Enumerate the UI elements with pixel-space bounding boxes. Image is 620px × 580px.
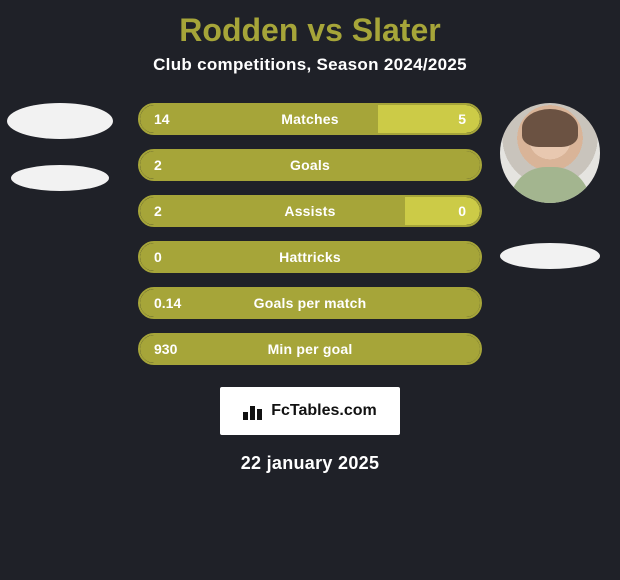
player-right-badge-placeholder — [500, 243, 600, 269]
source-badge: FcTables.com — [220, 387, 400, 435]
stat-value-left: 14 — [154, 111, 170, 127]
stat-value-left: 930 — [154, 341, 177, 357]
stat-bar: 930 Min per goal — [138, 333, 482, 365]
comparison-content: 14 Matches 5 2 Goals 2 Assists 0 0 Hattricks 0.14 G… — [0, 103, 620, 365]
stat-value-left: 2 — [154, 203, 162, 219]
stat-bar: 2 Assists 0 — [138, 195, 482, 227]
stat-value-right: 5 — [458, 111, 466, 127]
stat-label: Assists — [284, 203, 335, 219]
bar-chart-icon — [243, 402, 265, 420]
stat-bar-fill-left — [140, 197, 405, 225]
player-right-avatar — [500, 103, 600, 203]
stat-bar: 0 Hattricks — [138, 241, 482, 273]
stat-bar-fill-left — [140, 105, 378, 133]
footer-date: 22 january 2025 — [0, 453, 620, 474]
player-left-badge-placeholder — [11, 165, 109, 191]
stat-value-right: 0 — [458, 203, 466, 219]
stat-label: Min per goal — [268, 341, 353, 357]
stat-bar: 0.14 Goals per match — [138, 287, 482, 319]
stat-label: Matches — [281, 111, 338, 127]
page-subtitle: Club competitions, Season 2024/2025 — [0, 55, 620, 103]
stat-label: Goals — [290, 157, 330, 173]
player-right-column — [490, 103, 610, 269]
player-left-avatar-placeholder — [7, 103, 113, 139]
stat-bar: 2 Goals — [138, 149, 482, 181]
page-title: Rodden vs Slater — [0, 0, 620, 55]
stat-label: Hattricks — [279, 249, 341, 265]
stat-value-left: 0.14 — [154, 295, 181, 311]
stat-label: Goals per match — [254, 295, 367, 311]
stat-value-left: 2 — [154, 157, 162, 173]
stat-bar-fill-right — [405, 197, 480, 225]
stat-value-left: 0 — [154, 249, 162, 265]
stats-bars: 14 Matches 5 2 Goals 2 Assists 0 0 Hattricks 0.14 G… — [138, 103, 482, 365]
stat-bar: 14 Matches 5 — [138, 103, 482, 135]
source-badge-text: FcTables.com — [271, 402, 377, 420]
player-left-column — [0, 103, 120, 191]
